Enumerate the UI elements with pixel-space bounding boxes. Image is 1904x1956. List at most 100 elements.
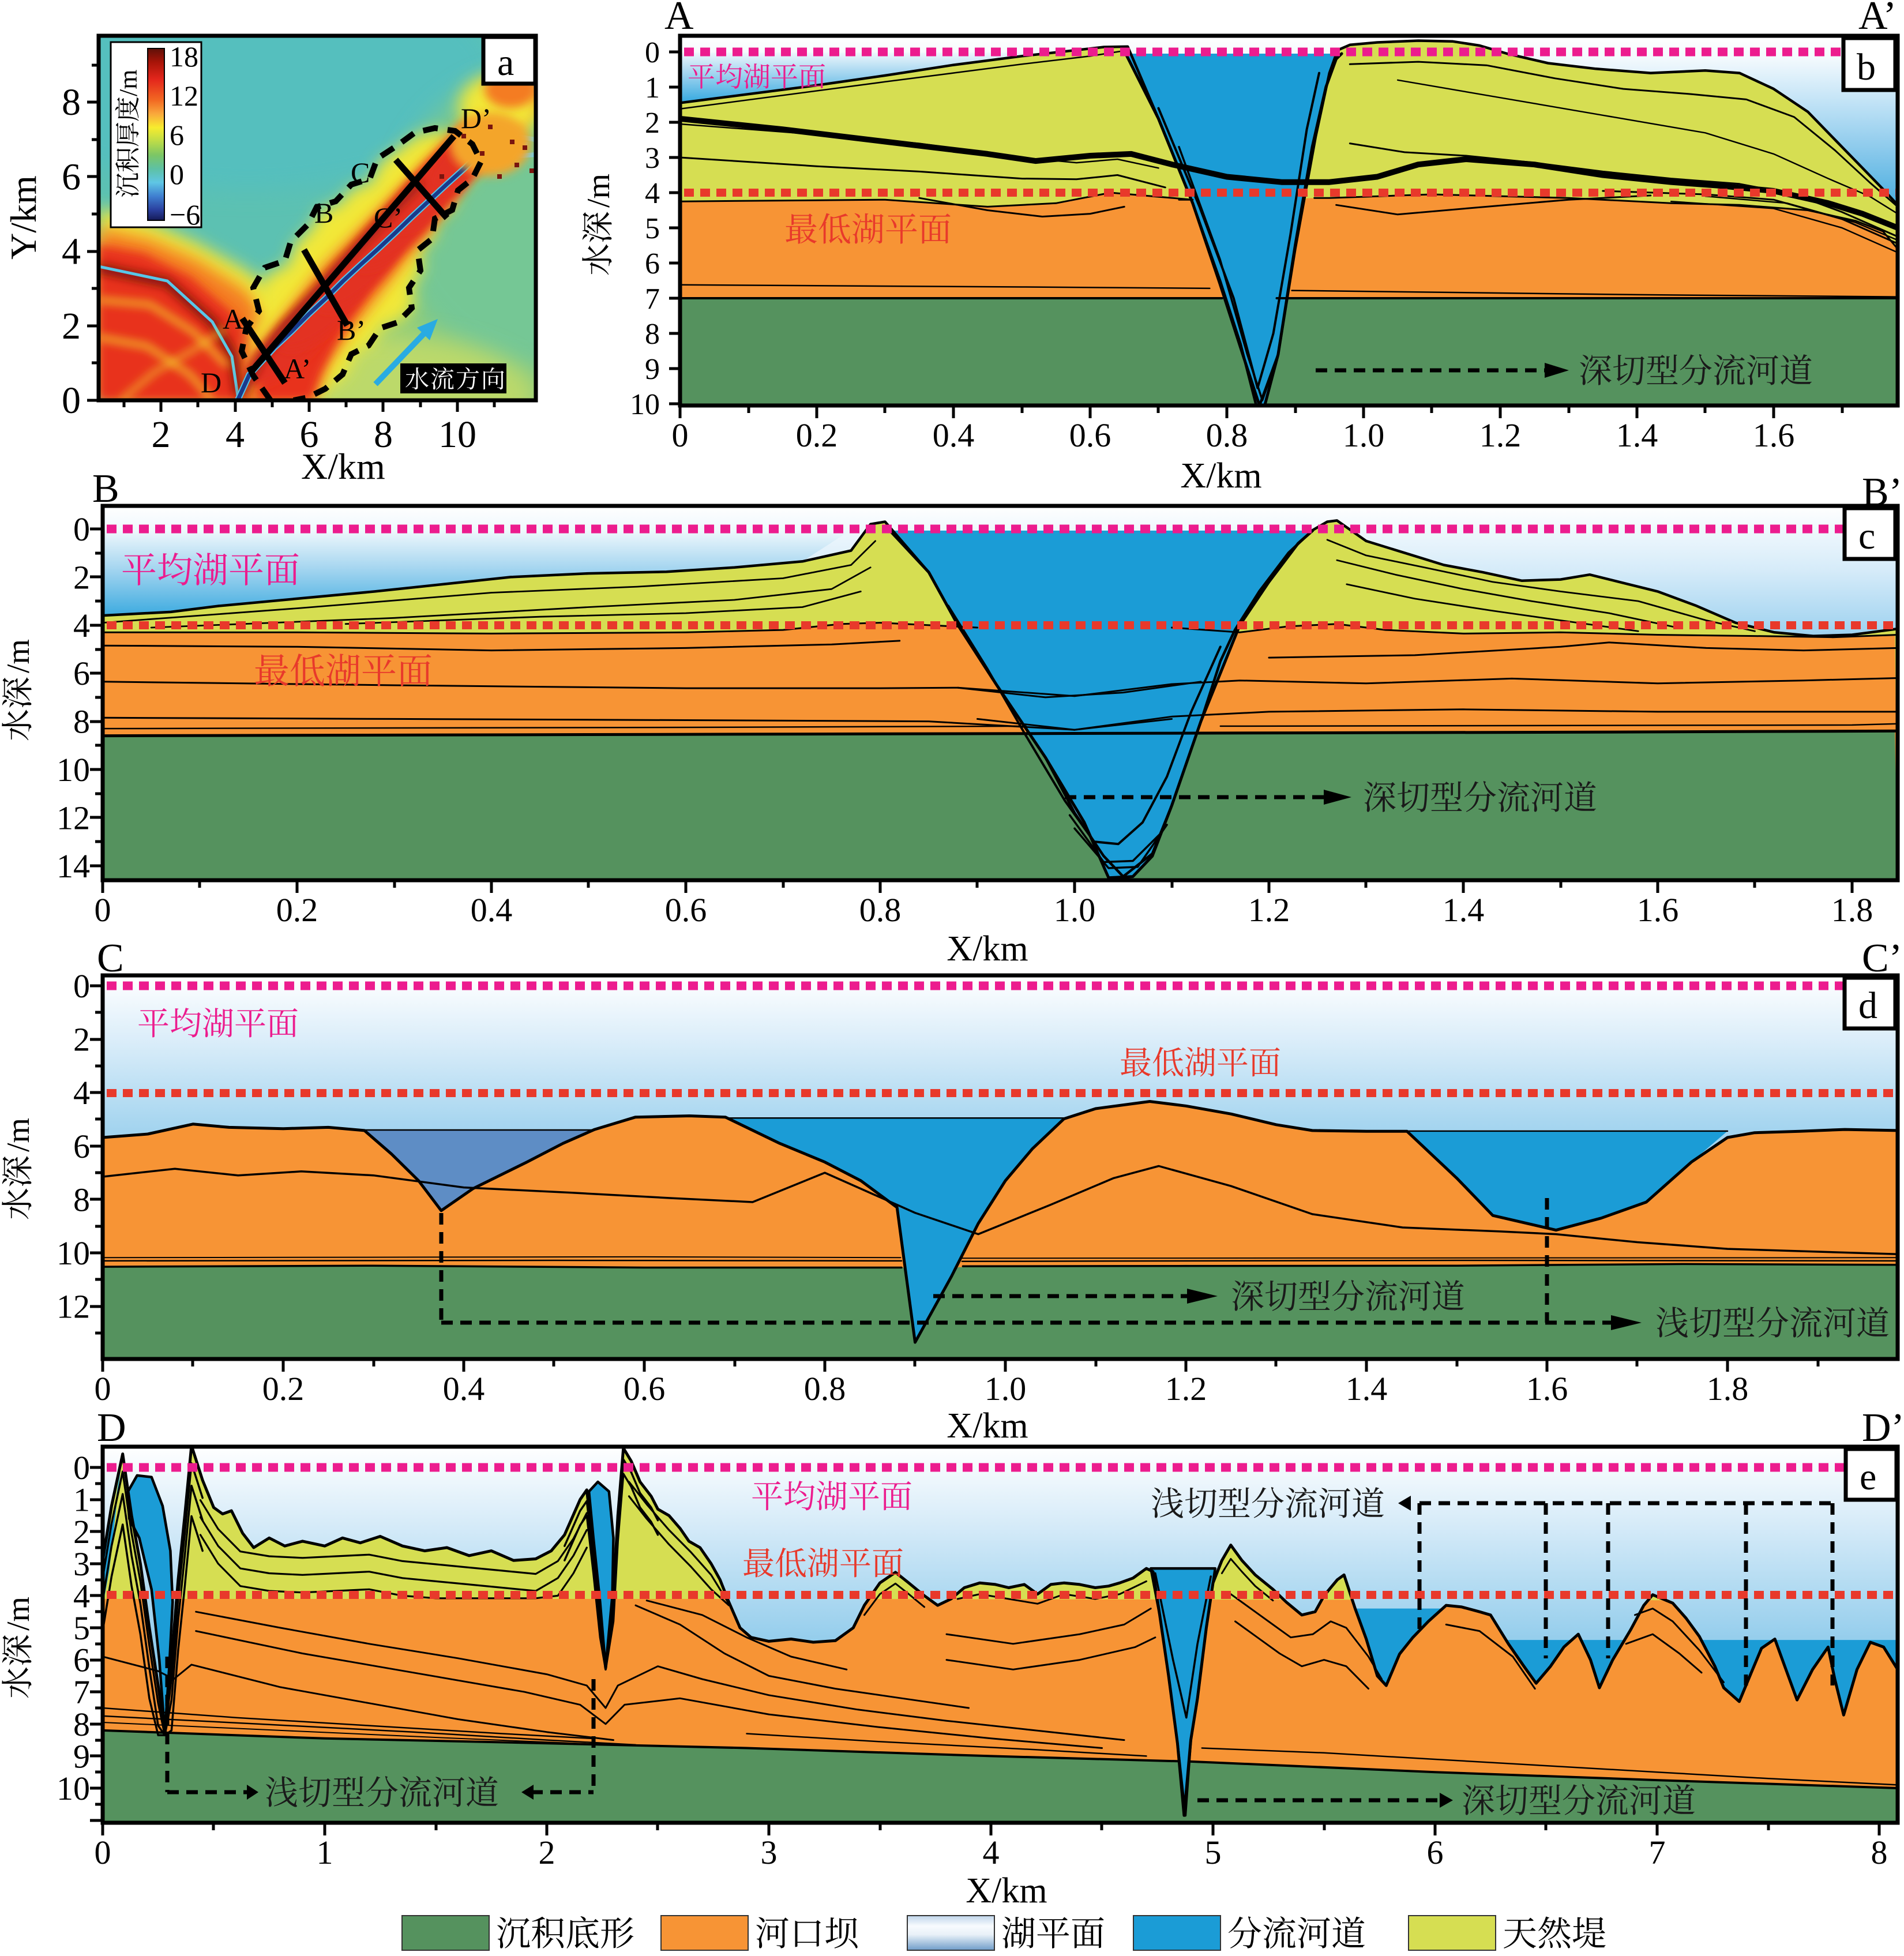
svg-text:1.0: 1.0 bbox=[1054, 891, 1096, 929]
svg-text:2: 2 bbox=[645, 107, 660, 140]
svg-text:14: 14 bbox=[57, 847, 90, 885]
svg-text:0.8: 0.8 bbox=[1206, 416, 1248, 454]
svg-text:7: 7 bbox=[1649, 1834, 1666, 1871]
svg-text:e: e bbox=[1860, 1456, 1876, 1498]
svg-text:2: 2 bbox=[73, 1513, 90, 1550]
svg-text:1: 1 bbox=[645, 72, 660, 104]
svg-text:D’: D’ bbox=[1862, 1406, 1904, 1450]
svg-text:A: A bbox=[223, 303, 243, 335]
svg-text:10: 10 bbox=[57, 1770, 90, 1807]
svg-text:10: 10 bbox=[57, 751, 90, 789]
svg-text:1.0: 1.0 bbox=[985, 1370, 1027, 1407]
svg-text:X/km: X/km bbox=[1180, 456, 1261, 495]
svg-text:4: 4 bbox=[73, 607, 90, 644]
svg-text:B’: B’ bbox=[337, 314, 366, 346]
svg-text:0: 0 bbox=[95, 891, 111, 929]
svg-text:8: 8 bbox=[645, 318, 660, 351]
svg-text:18: 18 bbox=[170, 40, 198, 73]
svg-text:0.2: 0.2 bbox=[796, 416, 838, 454]
svg-text:b: b bbox=[1857, 46, 1876, 88]
svg-text:4: 4 bbox=[983, 1834, 1000, 1871]
svg-text:1: 1 bbox=[317, 1834, 333, 1871]
svg-text:0: 0 bbox=[62, 380, 81, 422]
svg-text:0.4: 0.4 bbox=[933, 416, 975, 454]
svg-text:2: 2 bbox=[73, 1021, 90, 1058]
svg-text:5: 5 bbox=[1205, 1834, 1222, 1871]
svg-text:2: 2 bbox=[62, 305, 81, 347]
svg-text:C’: C’ bbox=[374, 201, 403, 234]
svg-text:A’: A’ bbox=[1858, 0, 1897, 38]
svg-text:6: 6 bbox=[1427, 1834, 1444, 1871]
svg-text:9: 9 bbox=[645, 353, 660, 386]
svg-text:4: 4 bbox=[62, 231, 81, 273]
svg-text:Y/km: Y/km bbox=[3, 175, 44, 260]
svg-text:/m: /m bbox=[1, 1597, 36, 1631]
svg-text:C’: C’ bbox=[1862, 936, 1902, 981]
svg-text:6: 6 bbox=[73, 1642, 90, 1679]
svg-text:12: 12 bbox=[57, 1288, 90, 1326]
svg-text:0.8: 0.8 bbox=[804, 1370, 846, 1407]
svg-text:D: D bbox=[97, 1406, 126, 1450]
svg-text:4: 4 bbox=[73, 1074, 90, 1112]
svg-text:6: 6 bbox=[62, 156, 81, 198]
svg-text:/m: /m bbox=[1, 1118, 36, 1152]
svg-text:8: 8 bbox=[1871, 1834, 1888, 1871]
svg-text:1.6: 1.6 bbox=[1526, 1370, 1568, 1407]
svg-text:3: 3 bbox=[645, 142, 660, 175]
svg-text:2: 2 bbox=[73, 558, 90, 596]
svg-text:2: 2 bbox=[539, 1834, 555, 1871]
svg-text:0: 0 bbox=[645, 36, 660, 69]
svg-text:8: 8 bbox=[374, 414, 393, 456]
svg-text:D: D bbox=[201, 366, 221, 399]
svg-text:6: 6 bbox=[645, 247, 660, 280]
svg-text:/m: /m bbox=[1, 639, 36, 673]
svg-text:4: 4 bbox=[645, 177, 660, 210]
svg-text:1.2: 1.2 bbox=[1165, 1370, 1207, 1407]
svg-text:1.4: 1.4 bbox=[1443, 891, 1485, 929]
svg-text:D’: D’ bbox=[461, 102, 491, 134]
svg-text:12: 12 bbox=[170, 80, 198, 112]
svg-text:c: c bbox=[1858, 515, 1875, 557]
svg-text:0.2: 0.2 bbox=[262, 1370, 305, 1407]
svg-text:0: 0 bbox=[95, 1834, 111, 1871]
svg-text:0.6: 0.6 bbox=[665, 891, 707, 929]
svg-text:5: 5 bbox=[645, 212, 660, 245]
svg-text:4: 4 bbox=[226, 414, 245, 456]
svg-text:C: C bbox=[351, 156, 370, 189]
svg-text:10: 10 bbox=[630, 388, 660, 421]
svg-text:0: 0 bbox=[73, 510, 90, 548]
svg-text:1.6: 1.6 bbox=[1637, 891, 1679, 929]
svg-text:5: 5 bbox=[73, 1609, 90, 1647]
svg-text:3: 3 bbox=[73, 1545, 90, 1583]
svg-text:4: 4 bbox=[73, 1577, 90, 1615]
svg-text:8: 8 bbox=[62, 81, 81, 123]
svg-text:−6: −6 bbox=[170, 198, 200, 231]
svg-text:0: 0 bbox=[73, 967, 90, 1005]
svg-text:B: B bbox=[92, 467, 119, 511]
svg-text:C: C bbox=[97, 936, 124, 981]
svg-text:8: 8 bbox=[73, 1706, 90, 1743]
svg-text:d: d bbox=[1858, 985, 1877, 1027]
svg-text:1.2: 1.2 bbox=[1479, 416, 1522, 454]
svg-text:3: 3 bbox=[761, 1834, 778, 1871]
svg-text:0.6: 0.6 bbox=[1069, 416, 1111, 454]
svg-text:1.6: 1.6 bbox=[1753, 416, 1795, 454]
svg-text:0: 0 bbox=[170, 158, 184, 190]
svg-text:0.8: 0.8 bbox=[859, 891, 902, 929]
svg-text:1.4: 1.4 bbox=[1616, 416, 1658, 454]
svg-text:6: 6 bbox=[170, 119, 184, 151]
svg-text:9: 9 bbox=[73, 1737, 90, 1775]
svg-text:X/km: X/km bbox=[947, 1406, 1028, 1446]
svg-text:10: 10 bbox=[57, 1234, 90, 1272]
svg-text:0.4: 0.4 bbox=[443, 1370, 485, 1407]
svg-text:0.2: 0.2 bbox=[276, 891, 318, 929]
svg-text:0.6: 0.6 bbox=[624, 1370, 666, 1407]
svg-text:/m: /m bbox=[581, 174, 617, 208]
svg-text:0: 0 bbox=[73, 1449, 90, 1486]
svg-text:X/km: X/km bbox=[301, 446, 385, 487]
svg-text:6: 6 bbox=[300, 414, 319, 456]
svg-text:0: 0 bbox=[95, 1370, 111, 1407]
svg-text:/m: /m bbox=[114, 70, 142, 96]
svg-text:0.4: 0.4 bbox=[471, 891, 513, 929]
svg-text:1.4: 1.4 bbox=[1346, 1370, 1388, 1407]
